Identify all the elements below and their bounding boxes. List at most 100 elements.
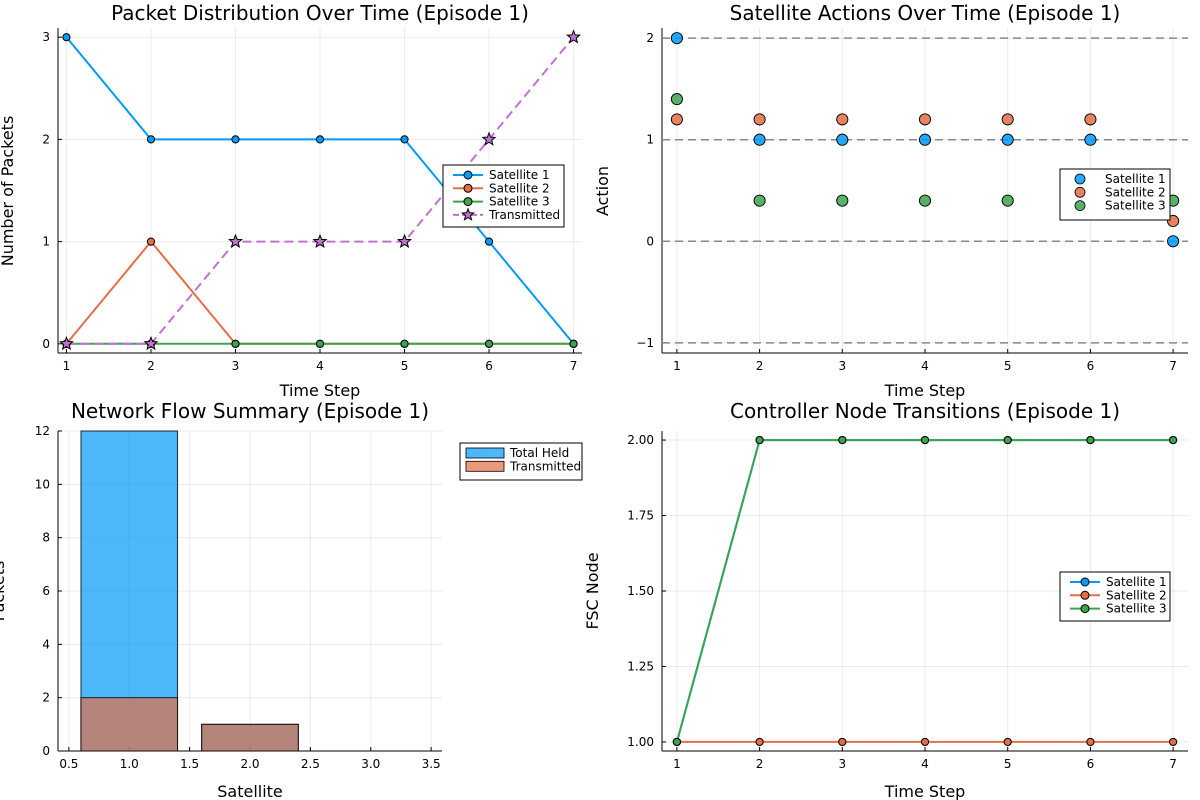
network-flow-panel: Network Flow Summary (Episode 1) Satelli… (0, 399, 583, 800)
legend-label: Satellite 2 (1105, 185, 1166, 199)
bars-group (80, 430, 299, 752)
data-point (312, 233, 328, 248)
data-point (400, 135, 409, 144)
x-tick-label: 0.5 (59, 757, 78, 771)
series-group (670, 32, 1180, 248)
data-point (918, 194, 932, 207)
x-tick-label: 2 (756, 359, 764, 373)
bar (80, 697, 179, 752)
data-point (315, 339, 325, 348)
y-tick-label: 2 (42, 691, 50, 705)
data-point (670, 32, 683, 45)
data-point (62, 33, 71, 42)
x-axis-label: Time Step (279, 381, 361, 400)
y-tick-label: 1.00 (627, 735, 654, 749)
data-point (838, 737, 847, 747)
data-point (836, 113, 849, 126)
data-point (1086, 435, 1095, 445)
data-point (1001, 113, 1014, 126)
x-tick-label: 2.5 (301, 757, 320, 771)
x-tick-label: 1 (673, 359, 681, 373)
x-tick-label: 6 (1087, 359, 1095, 373)
legend-swatch-marker (1080, 590, 1090, 600)
y-tick-label: 2 (646, 31, 654, 45)
data-point (146, 135, 156, 144)
x-tick-label: 6 (1087, 757, 1095, 771)
legend-label: Satellite 3 (489, 195, 550, 209)
y-axis-label: Packets (0, 561, 8, 622)
data-point (58, 335, 74, 351)
data-point (755, 435, 764, 445)
x-tick-label: 7 (1169, 757, 1177, 771)
data-point (1084, 113, 1097, 126)
data-point (1003, 435, 1012, 445)
data-point (227, 233, 243, 248)
data-point (481, 131, 497, 146)
legend-swatch-bar (465, 460, 505, 472)
y-tick-label: 6 (42, 584, 50, 598)
legend-box (1059, 571, 1171, 622)
y-tick-label: 10 (35, 477, 50, 491)
x-tick-label: 3 (838, 757, 846, 771)
legend-label: Satellite 1 (489, 168, 550, 182)
x-tick-label: 7 (1169, 359, 1177, 373)
data-point (400, 339, 409, 348)
data-point (484, 237, 494, 246)
x-tick-label: 4 (921, 359, 929, 373)
x-tick-label: 6 (485, 359, 493, 373)
y-tick-label: 2 (42, 132, 50, 146)
legend-label: Satellite 1 (1106, 575, 1167, 589)
data-point (836, 194, 849, 207)
y-tick-label: 1 (42, 235, 50, 249)
x-tick-label: 1.0 (120, 757, 139, 771)
legend-swatch-marker (1074, 200, 1086, 212)
legend-swatch-marker (463, 197, 473, 207)
data-point (918, 113, 932, 126)
data-point (670, 93, 683, 106)
data-point (1001, 194, 1014, 207)
legend-swatch-marker (1074, 173, 1086, 185)
data-point (231, 135, 240, 144)
data-point (920, 737, 930, 747)
legend-label: Satellite 2 (489, 181, 550, 195)
packet-distribution-panel: Packet Distribution Over Time (Episode 1… (0, 1, 582, 400)
x-tick-label: 5 (1004, 757, 1012, 771)
data-point (753, 194, 766, 207)
y-tick-label: 0 (42, 337, 50, 351)
x-tick-label: 3 (838, 359, 846, 373)
y-tick-label: 12 (35, 424, 50, 438)
y-tick-label: 0 (42, 744, 50, 758)
chart-title: Packet Distribution Over Time (Episode 1… (111, 1, 529, 25)
series-group (58, 29, 582, 351)
data-point (1167, 235, 1180, 248)
legend-swatch-marker (463, 183, 473, 193)
y-tick-label: 1.25 (627, 659, 654, 673)
data-point (672, 737, 681, 747)
legend-label: Transmitted (488, 208, 560, 222)
y-axis-label: Number of Packets (0, 116, 17, 267)
series-group (672, 435, 1178, 747)
chart-title: Controller Node Transitions (Episode 1) (730, 399, 1120, 423)
y-tick-label: 3 (42, 30, 50, 44)
data-point (1169, 435, 1178, 445)
x-tick-label: 2 (147, 359, 155, 373)
x-tick-label: 3.0 (361, 757, 380, 771)
x-tick-label: 2 (756, 757, 764, 771)
chart-title: Network Flow Summary (Episode 1) (71, 399, 429, 423)
x-tick-label: 4 (921, 757, 929, 771)
data-point (838, 435, 847, 445)
legend-swatch-marker (1080, 577, 1090, 587)
x-tick-label: 5 (401, 359, 409, 373)
x-tick-label: 7 (570, 359, 578, 373)
legend-label: Transmitted (509, 459, 581, 473)
data-point (836, 133, 849, 146)
data-point (670, 113, 683, 126)
data-point (315, 135, 325, 144)
legend-label: Satellite 1 (1105, 172, 1166, 186)
y-tick-label: 8 (42, 531, 50, 545)
legend-swatch-marker (1080, 604, 1090, 614)
